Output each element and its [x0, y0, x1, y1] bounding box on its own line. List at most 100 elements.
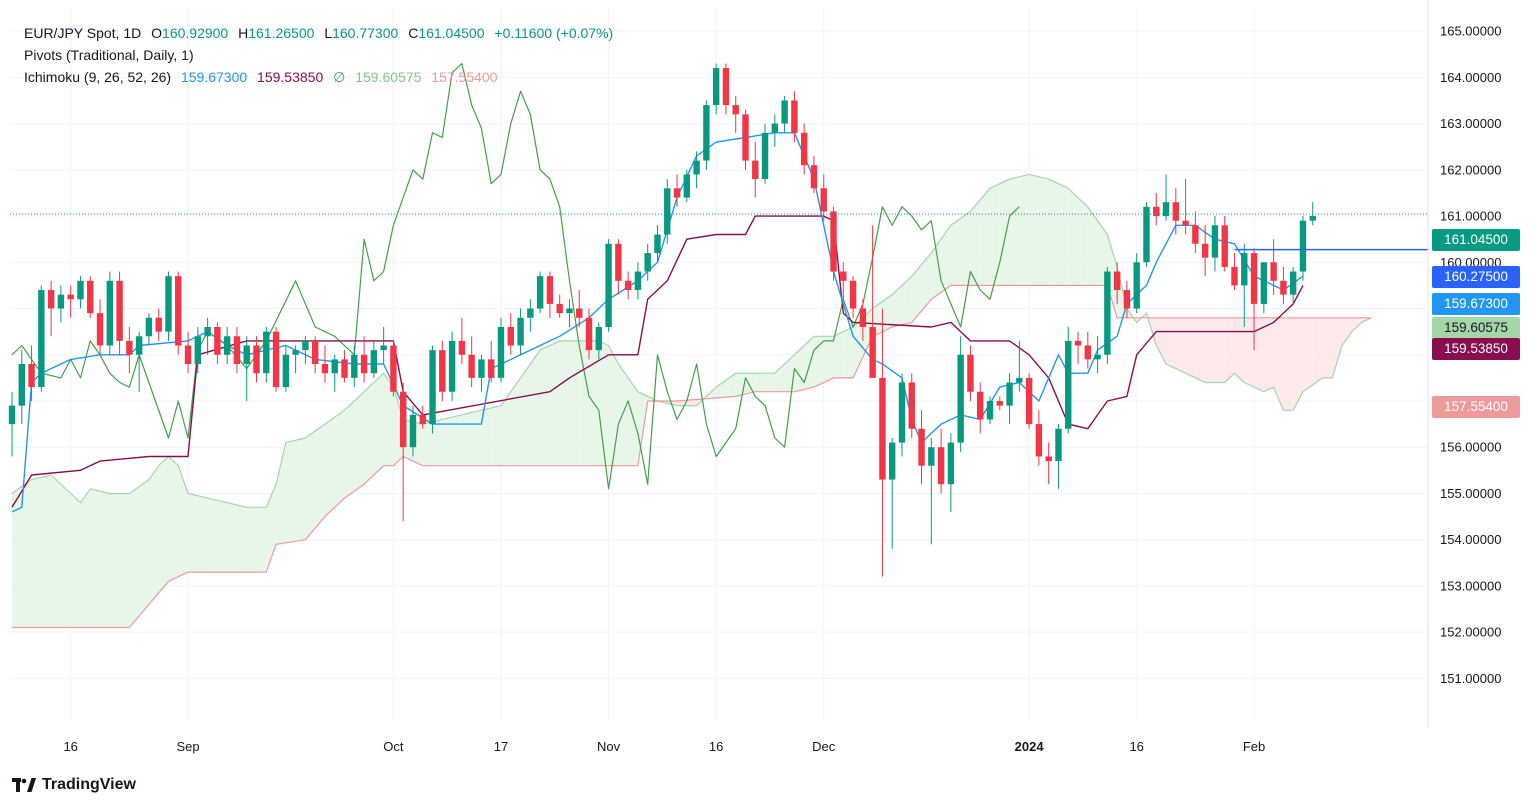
candle-body — [830, 211, 837, 272]
cloud-segment — [1009, 176, 1020, 286]
cloud-segment — [843, 327, 854, 378]
candle-body — [996, 400, 1003, 406]
candle-body — [439, 350, 446, 392]
candle-body — [869, 327, 876, 378]
cloud-segment — [1068, 188, 1079, 286]
candle-body — [1084, 345, 1091, 360]
candle-body — [184, 345, 192, 364]
price-label: 159.67300 — [1432, 293, 1520, 315]
candle-body — [849, 280, 857, 309]
y-tick-label: 161.00000 — [1440, 209, 1501, 224]
legend-pivots[interactable]: Pivots (Traditional, Daily, 1) — [24, 44, 619, 66]
candle-body — [126, 340, 133, 355]
candle-body — [536, 276, 544, 309]
cloud-segment — [305, 431, 316, 540]
x-tick-label: 16 — [709, 739, 723, 754]
price-label: 157.55400 — [1432, 396, 1520, 418]
candle-body — [624, 280, 632, 291]
candle-body — [752, 160, 759, 180]
cloud-segment — [246, 507, 257, 573]
cloud-segment — [1332, 317, 1343, 378]
candle-body — [1153, 206, 1160, 217]
y-tick-label: 153.00000 — [1440, 578, 1501, 593]
cloud-segment — [31, 477, 42, 628]
cloud-segment — [442, 417, 453, 466]
cloud-segment — [60, 484, 71, 628]
y-tick-label: 155.00000 — [1440, 486, 1501, 501]
candle-body — [1045, 456, 1052, 462]
y-tick-label: 152.00000 — [1440, 625, 1501, 640]
candle-body — [820, 188, 827, 212]
brand-name: TradingView — [42, 776, 136, 793]
cloud-segment — [1195, 317, 1206, 383]
cloud-segment — [1156, 317, 1167, 364]
candle-body — [1162, 202, 1170, 217]
cloud-segment — [520, 364, 531, 466]
candle-body — [918, 428, 925, 466]
cloud-segment — [1029, 174, 1039, 286]
candle-body — [1182, 220, 1189, 226]
cloud-segment — [1351, 317, 1362, 332]
cloud-segment — [1166, 317, 1176, 369]
cloud-segment — [21, 479, 32, 628]
cloud-segment — [51, 474, 61, 628]
candle-body — [654, 234, 661, 254]
cloud-segment — [188, 493, 198, 573]
legend-symbol[interactable]: EUR/JPY Spot, 1D — [24, 25, 142, 41]
cloud-segment — [1234, 317, 1245, 383]
cloud-segment — [80, 488, 91, 628]
candle-body — [488, 359, 495, 378]
legend-ichimoku[interactable]: Ichimoku (9, 26, 52, 26) 159.67300 159.5… — [24, 66, 619, 88]
candle-body — [47, 290, 55, 309]
candle-body — [87, 280, 94, 314]
candle-body — [1055, 428, 1062, 462]
cloud-segment — [1107, 234, 1118, 318]
candle-body — [908, 382, 915, 429]
candle-body — [605, 243, 612, 328]
candle-body — [1221, 225, 1228, 267]
tradingview-logo[interactable]: TradingView — [12, 776, 136, 794]
candle-body — [1309, 216, 1316, 221]
cloud-segment — [833, 331, 844, 378]
candle-body — [1260, 262, 1268, 304]
cloud-segment — [432, 419, 443, 466]
x-tick-label: 2024 — [1015, 739, 1045, 754]
price-label: 161.04500 — [1432, 229, 1520, 251]
candle-body — [967, 354, 974, 392]
cloud-segment — [784, 354, 795, 392]
high-value: 161.26500 — [248, 25, 315, 41]
candle-body — [615, 243, 622, 281]
candle-body — [517, 317, 524, 346]
cloud-segment — [569, 340, 580, 466]
candle-body — [1201, 243, 1209, 258]
candle-body — [478, 359, 485, 378]
cloud-segment — [745, 373, 756, 395]
candle-body — [409, 414, 417, 448]
cloud-segment — [1019, 174, 1030, 286]
ichimoku-lagging-value: ∅ — [333, 69, 346, 85]
ichimoku-span-a-value: 159.60575 — [355, 69, 422, 85]
candle-body — [135, 336, 143, 355]
candle-body — [977, 391, 984, 420]
candle-body — [18, 364, 25, 406]
candle-body — [223, 336, 231, 355]
candle-body — [341, 359, 348, 378]
cloud-segment — [1283, 317, 1294, 411]
open-label: O — [151, 25, 163, 41]
price-axis[interactable]: 151.00000 152.00000 153.00000 154.00000 155.… — [1427, 0, 1501, 728]
y-tick-label: 154.00000 — [1440, 532, 1501, 547]
candle-body — [311, 340, 319, 364]
pivots-label: Pivots (Traditional, Daily, 1) — [24, 47, 194, 63]
candle-body — [67, 294, 74, 300]
cloud-segment — [422, 421, 433, 466]
time-axis[interactable]: 16 Sep Oct 17 Nov 16 Dec 2024 16 Feb — [63, 739, 1265, 754]
candle-body — [732, 105, 739, 115]
price-levels — [10, 213, 1428, 251]
cloud-segment — [774, 364, 785, 392]
cloud-segment — [1273, 317, 1284, 411]
cloud-segment — [100, 491, 110, 628]
candle-body — [370, 350, 378, 374]
candle-body — [947, 442, 955, 485]
candle-body — [1280, 280, 1287, 295]
